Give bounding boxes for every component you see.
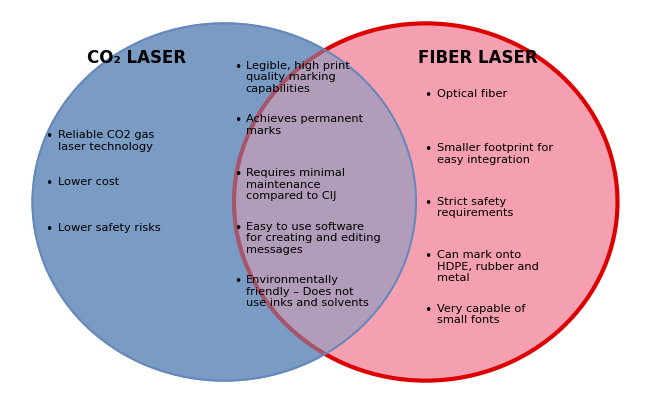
Text: •: • [233,114,241,127]
Ellipse shape [32,24,416,381]
Text: •: • [45,176,53,189]
Text: •: • [424,143,432,156]
Text: Lower cost: Lower cost [58,176,120,186]
Text: Optical fiber: Optical fiber [437,89,507,99]
Ellipse shape [234,24,618,381]
Text: •: • [45,130,53,143]
Text: •: • [45,223,53,236]
Text: Legible, high print
quality marking
capabilities: Legible, high print quality marking capa… [246,61,350,94]
Text: •: • [233,61,241,74]
Text: Reliable CO2 gas
laser technology: Reliable CO2 gas laser technology [58,130,155,151]
Text: Achieves permanent
marks: Achieves permanent marks [246,114,363,136]
Text: •: • [233,275,241,288]
Text: FIBER LASER: FIBER LASER [418,49,538,66]
Text: Easy to use software
for creating and editing
messages: Easy to use software for creating and ed… [246,221,380,254]
Text: •: • [424,249,432,262]
Text: Smaller footprint for
easy integration: Smaller footprint for easy integration [437,143,553,164]
Text: •: • [233,221,241,234]
Ellipse shape [32,24,416,381]
Text: Can mark onto
HDPE, rubber and
metal: Can mark onto HDPE, rubber and metal [437,249,539,283]
Text: •: • [424,89,432,102]
Text: Environmentally
friendly – Does not
use inks and solvents: Environmentally friendly – Does not use … [246,275,369,308]
Text: Very capable of
small fonts: Very capable of small fonts [437,303,525,324]
Text: •: • [424,303,432,316]
Text: Strict safety
requirements: Strict safety requirements [437,196,514,217]
Text: •: • [424,196,432,209]
Text: Requires minimal
maintenance
compared to CIJ: Requires minimal maintenance compared to… [246,168,344,201]
Text: CO₂ LASER: CO₂ LASER [87,49,186,66]
Text: Lower safety risks: Lower safety risks [58,223,161,233]
Text: •: • [233,168,241,181]
